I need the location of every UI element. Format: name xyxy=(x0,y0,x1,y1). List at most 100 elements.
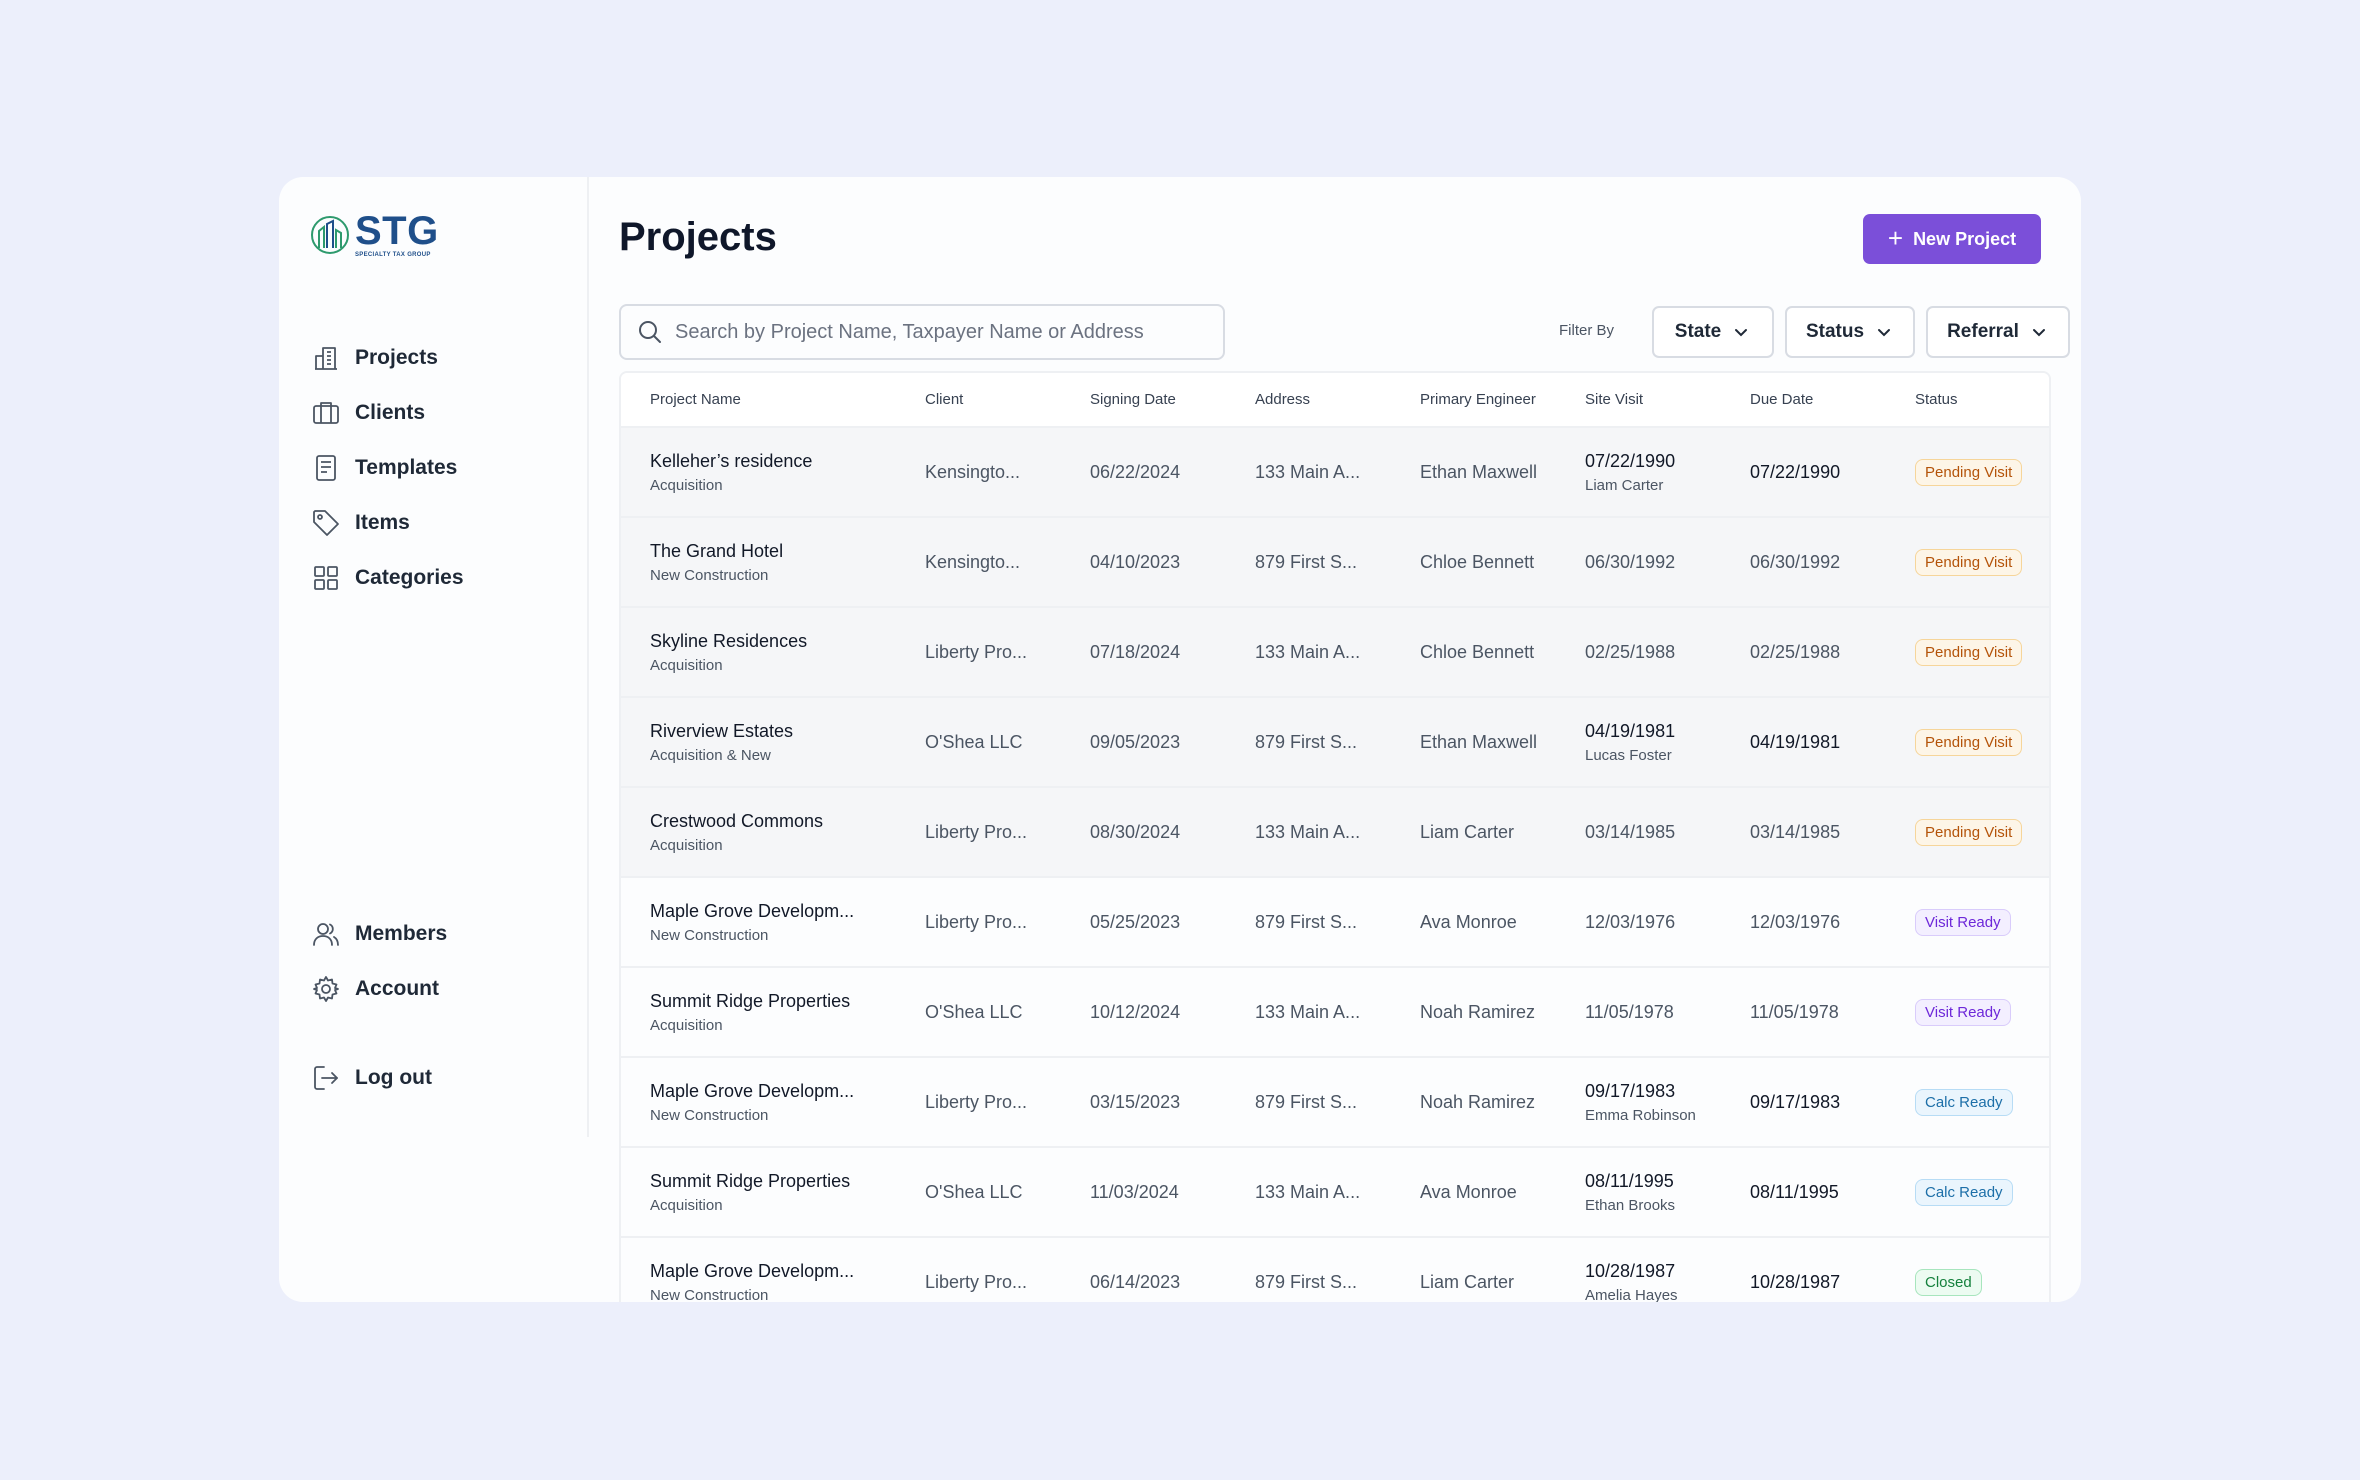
project-name-cell[interactable]: Riverview Estates Acquisition & New xyxy=(621,697,896,787)
logo-tagline: SPECIALTY TAX GROUP xyxy=(355,252,431,258)
site-visit-cell: 04/19/1981 Lucas Foster xyxy=(1556,697,1721,787)
project-name-cell[interactable]: Crestwood Commons Acquisition xyxy=(621,787,896,877)
site-visit-date: 06/30/1992 xyxy=(1585,551,1676,572)
table-row[interactable]: Crestwood Commons Acquisition Liberty Pro.… xyxy=(621,787,2049,877)
plus-icon: + xyxy=(1887,223,1904,253)
project-name[interactable]: Maple Grove Developm... xyxy=(650,900,855,921)
referral-filter-dropdown[interactable]: Referral xyxy=(1926,306,2070,358)
project-name-cell[interactable]: Maple Grove Developm... New Construction xyxy=(621,1057,896,1147)
column-header[interactable]: Project Name xyxy=(650,391,741,408)
project-name[interactable]: Kelleher’s residence xyxy=(650,450,813,471)
project-name-cell[interactable]: Summit Ridge Properties Acquisition xyxy=(621,967,896,1057)
project-type: New Construction xyxy=(650,1106,769,1124)
site-visit-person: Lucas Foster xyxy=(1585,746,1672,764)
table-row[interactable]: Summit Ridge Properties Acquisition O'Shea… xyxy=(621,1147,2049,1237)
table-row[interactable]: Maple Grove Developm... New Construction L… xyxy=(621,1237,2049,1302)
column-header[interactable]: Primary Engineer xyxy=(1420,391,1536,408)
chevron-down-icon xyxy=(1735,329,1748,337)
project-name[interactable]: Summit Ridge Properties xyxy=(650,990,851,1011)
engineer-cell: Ava Monroe xyxy=(1420,1181,1517,1202)
project-name[interactable]: Skyline Residences xyxy=(650,630,808,651)
engineer-cell: Liam Carter xyxy=(1420,1272,1515,1292)
project-name-cell[interactable]: Maple Grove Developm... New Construction xyxy=(621,1237,896,1302)
site-visit-cell: 02/25/1988 xyxy=(1556,607,1721,697)
sidebar-item-label: Categories xyxy=(355,565,464,589)
table-row[interactable]: Skyline Residences Acquisition Liberty Pro… xyxy=(621,607,2049,697)
project-name-cell[interactable]: Summit Ridge Properties Acquisition xyxy=(621,1147,896,1237)
signing-date-cell: 11/03/2024 xyxy=(1090,1181,1179,1202)
logo[interactable]: STG SPECIALTY TAX GROUP xyxy=(309,211,439,258)
sidebar-item-clients[interactable]: Clients xyxy=(311,385,464,440)
site-visit-cell: 11/05/1978 xyxy=(1556,967,1721,1057)
new-project-button[interactable]: + New Project xyxy=(1863,214,2041,264)
sidebar-item-label: Items xyxy=(355,510,410,534)
column-header[interactable]: Client xyxy=(925,391,964,408)
site-visit-date: 11/05/1978 xyxy=(1585,1001,1674,1022)
column-header[interactable]: Due Date xyxy=(1750,391,1814,408)
status-cell: Pending Visit xyxy=(1886,607,2049,697)
due-date-cell: 09/17/1983 xyxy=(1750,1091,1841,1112)
address-cell: 879 First S... xyxy=(1255,551,1358,572)
due-date-cell: 07/22/1990 xyxy=(1750,461,1841,482)
site-visit-cell: 03/14/1985 xyxy=(1556,787,1721,877)
project-name[interactable]: Crestwood Commons xyxy=(650,810,824,831)
logout-button[interactable]: Log out xyxy=(311,1050,432,1105)
sidebar-item-account[interactable]: Account xyxy=(311,961,447,1016)
site-visit-cell: 12/03/1976 xyxy=(1556,877,1721,967)
sidebar-item-label: Projects xyxy=(355,345,438,369)
column-header[interactable]: Site Visit xyxy=(1585,391,1644,408)
due-date-cell: 04/19/1981 xyxy=(1750,731,1841,752)
address-cell: 879 First S... xyxy=(1255,1272,1358,1292)
signing-date-cell: 06/22/2024 xyxy=(1090,461,1181,482)
table-row[interactable]: Riverview Estates Acquisition & New O'Shea… xyxy=(621,697,2049,787)
project-name[interactable]: The Grand Hotel xyxy=(650,540,784,561)
site-visit-date: 03/14/1985 xyxy=(1585,821,1676,842)
project-name[interactable]: Riverview Estates xyxy=(650,720,794,741)
table-row[interactable]: Maple Grove Developm... New Construction L… xyxy=(621,877,2049,967)
sidebar-item-templates[interactable]: Templates xyxy=(311,440,464,495)
project-name-cell[interactable]: Kelleher’s residence Acquisition xyxy=(621,427,896,517)
search-input[interactable] xyxy=(675,320,1195,344)
column-header[interactable]: Status xyxy=(1915,391,1958,408)
table-row[interactable]: Kelleher’s residence Acquisition Kensingto… xyxy=(621,427,2049,517)
status-filter-dropdown[interactable]: Status xyxy=(1785,306,1915,358)
sidebar-item-members[interactable]: Members xyxy=(311,906,447,961)
sidebar-item-items[interactable]: Items xyxy=(311,495,464,550)
client-cell: Liberty Pro... xyxy=(925,1272,1028,1292)
column-header[interactable]: Signing Date xyxy=(1090,391,1176,408)
project-name[interactable]: Maple Grove Developm... xyxy=(650,1080,855,1101)
sidebar-item-categories[interactable]: Categories xyxy=(311,550,464,605)
client-cell: O'Shea LLC xyxy=(925,731,1023,752)
search-box[interactable] xyxy=(619,304,1225,360)
building-icon xyxy=(315,346,337,370)
grid-icon xyxy=(314,565,338,590)
state-filter-dropdown[interactable]: State xyxy=(1652,306,1774,358)
engineer-cell: Ethan Maxwell xyxy=(1420,461,1538,482)
project-name[interactable]: Summit Ridge Properties xyxy=(650,1170,851,1191)
client-cell: O'Shea LLC xyxy=(925,1181,1023,1202)
column-header[interactable]: Address xyxy=(1255,391,1311,408)
status-cell: Pending Visit xyxy=(1886,427,2049,517)
logout-nav: Log out xyxy=(311,1050,432,1105)
status-badge: Pending Visit xyxy=(1915,548,2023,576)
table-row[interactable]: The Grand Hotel New Construction Kensingto… xyxy=(621,517,2049,607)
sidebar-item-label: Clients xyxy=(355,400,426,424)
project-name-cell[interactable]: The Grand Hotel New Construction xyxy=(621,517,896,607)
project-name[interactable]: Maple Grove Developm... xyxy=(650,1261,855,1281)
due-date-cell: 03/14/1985 xyxy=(1750,821,1841,842)
sidebar-item-label: Account xyxy=(355,976,439,1000)
project-name-cell[interactable]: Skyline Residences Acquisition xyxy=(621,607,896,697)
table-row[interactable]: Summit Ridge Properties Acquisition O'Shea… xyxy=(621,967,2049,1057)
sidebar: STG SPECIALTY TAX GROUP Projects Clients xyxy=(279,177,589,1137)
chevron-down-icon xyxy=(2032,329,2045,337)
table-row[interactable]: Maple Grove Developm... New Construction L… xyxy=(621,1057,2049,1147)
tag-icon xyxy=(313,509,339,536)
client-cell: Kensingto... xyxy=(925,461,1021,482)
sidebar-item-projects[interactable]: Projects xyxy=(311,330,464,385)
new-project-label: New Project xyxy=(1913,228,2017,249)
client-cell: Liberty Pro... xyxy=(925,821,1028,842)
project-name-cell[interactable]: Maple Grove Developm... New Construction xyxy=(621,877,896,967)
table-header-row: Project Name Client Signing Date Address… xyxy=(621,373,2049,427)
status-cell: Pending Visit xyxy=(1886,697,2049,787)
status-badge: Closed xyxy=(1915,1269,1982,1296)
